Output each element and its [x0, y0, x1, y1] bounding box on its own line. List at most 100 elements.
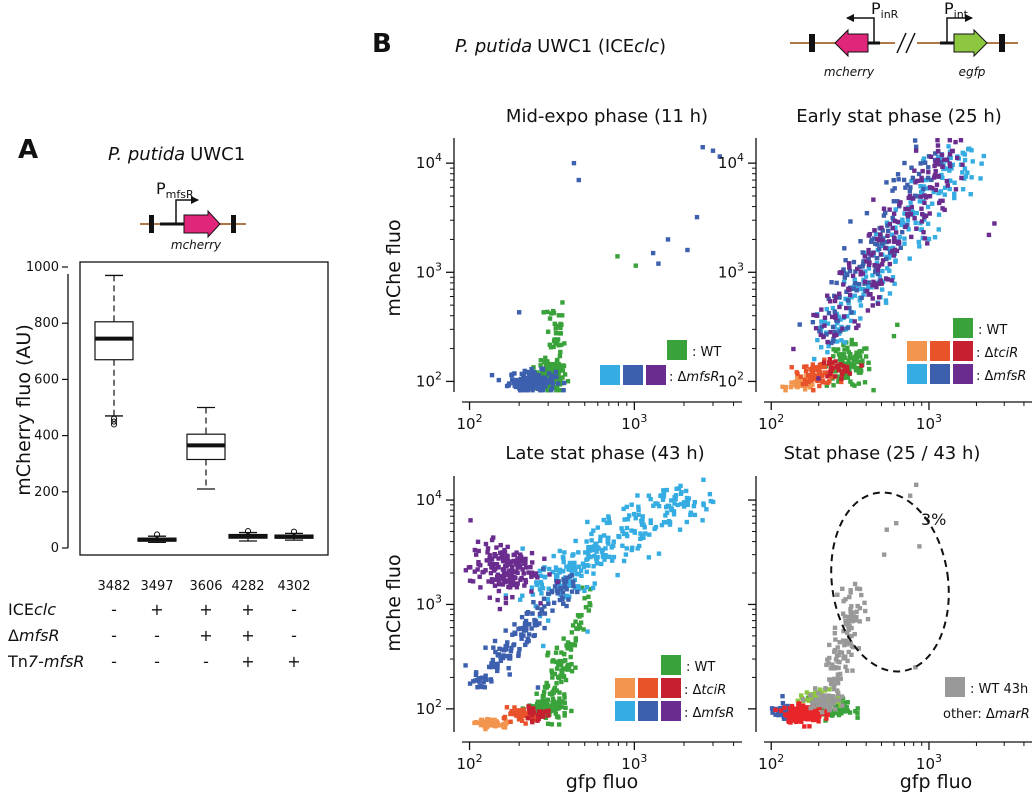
- legend-label-wt: : WT: [686, 660, 715, 675]
- scatter-point: [584, 562, 589, 568]
- scatter-point: [546, 371, 552, 376]
- scatter-point: [692, 499, 697, 505]
- scatter-point: [668, 505, 674, 511]
- scatter-point: [560, 590, 566, 595]
- scatter-point: [816, 719, 821, 724]
- scatter-point: [824, 383, 829, 388]
- scatter-point: [656, 261, 661, 266]
- scatter-point: [538, 363, 543, 368]
- scatter-point: [965, 170, 970, 175]
- scatter-point: [922, 160, 928, 165]
- panel-b-construct-diagram: PinR Pint mcherry egfp: [790, 0, 1018, 79]
- scatter-point: [848, 607, 853, 612]
- scatter-point: [812, 700, 817, 705]
- scatter-point: [936, 227, 941, 232]
- scatter-point: [914, 210, 919, 216]
- scatter-point: [837, 640, 842, 645]
- scatter-point: [487, 595, 492, 600]
- scatter-point: [562, 711, 567, 716]
- scatter-point: [847, 361, 852, 367]
- scatter-point: [828, 366, 834, 371]
- scatter-point: [557, 353, 563, 359]
- scatter-point: [524, 369, 530, 375]
- scatter-point: [545, 721, 551, 726]
- scatter-point: [700, 145, 705, 150]
- scatter-point: [476, 720, 481, 726]
- y-tick-label: 0: [51, 541, 59, 556]
- scatter-point: [879, 262, 885, 267]
- scatter-point: [551, 366, 557, 372]
- scatter-point: [550, 381, 556, 386]
- scatter-point: [519, 636, 524, 641]
- scatter-point: [550, 659, 555, 664]
- scatter-point: [810, 372, 816, 378]
- scatter-point: [559, 669, 565, 675]
- scatter-point: [523, 628, 529, 633]
- scatter-point: [862, 600, 867, 606]
- scatter-point: [529, 574, 534, 579]
- scatter-point: [553, 369, 558, 375]
- scatter-point: [633, 263, 638, 268]
- scatter-point: [837, 291, 842, 296]
- scatter-point: [685, 502, 690, 508]
- y-axis-label: mChe fluo: [383, 554, 405, 651]
- scatter-point: [831, 336, 836, 342]
- scatter-point: [620, 529, 625, 534]
- scatter-point: [535, 718, 540, 723]
- scatter-point: [844, 668, 850, 673]
- scatter-point: [808, 693, 813, 698]
- scatter-point: [912, 138, 918, 143]
- scatter-point: [910, 175, 916, 181]
- scatter-point: [935, 173, 941, 179]
- scatter-point: [619, 526, 624, 531]
- scatter-point: [769, 706, 775, 711]
- scatter-point: [870, 303, 875, 308]
- scatter-point: [532, 372, 538, 377]
- scatter-point: [571, 583, 576, 589]
- scatter-point: [530, 592, 536, 597]
- scatter-point: [485, 550, 490, 555]
- scatter-point: [948, 155, 953, 161]
- scatter-point: [832, 298, 838, 304]
- scatter-point: [918, 161, 923, 166]
- scatter-point: [839, 338, 844, 343]
- scatter-point: [591, 571, 596, 576]
- scatter-point: [827, 299, 833, 304]
- scatter-point: [833, 313, 838, 319]
- scatter-point: [832, 333, 837, 338]
- scatter-point: [551, 310, 557, 316]
- scatter-point: [685, 498, 691, 504]
- scatter-point: [850, 668, 855, 673]
- scatter-point: [900, 220, 906, 226]
- legend-swatch-wt: [661, 655, 681, 675]
- scatter-point: [594, 549, 599, 554]
- scatter-point: [538, 358, 544, 363]
- scatter-point: [516, 651, 521, 656]
- scatter-point: [520, 625, 526, 631]
- scatter-point: [824, 332, 829, 337]
- scatter-point: [551, 553, 556, 559]
- scatter-point: [633, 516, 638, 521]
- scatter-point: [499, 723, 505, 728]
- scatter-point: [851, 358, 856, 363]
- scatter-point: [863, 269, 868, 274]
- scatter-point: [925, 204, 931, 210]
- panel-a-title-species: P. putida: [108, 144, 185, 165]
- scatter-point: [560, 300, 565, 305]
- scatter-point: [829, 713, 835, 718]
- scatter-point: [688, 510, 694, 515]
- scatter-point: [576, 572, 581, 577]
- scatter-point: [500, 558, 506, 564]
- scatter-point: [576, 586, 582, 592]
- scatter-point: [830, 662, 835, 667]
- scatter-point: [979, 161, 984, 166]
- scatter-point: [530, 706, 536, 711]
- scatter-point: [533, 384, 538, 390]
- scatter-point: [576, 564, 581, 569]
- scatter-point: [835, 672, 841, 677]
- scatter-point: [922, 214, 927, 220]
- scatter-point: [848, 616, 853, 621]
- scatter-point: [546, 384, 551, 389]
- scatter-point: [593, 541, 598, 547]
- scatter-point: [555, 357, 560, 363]
